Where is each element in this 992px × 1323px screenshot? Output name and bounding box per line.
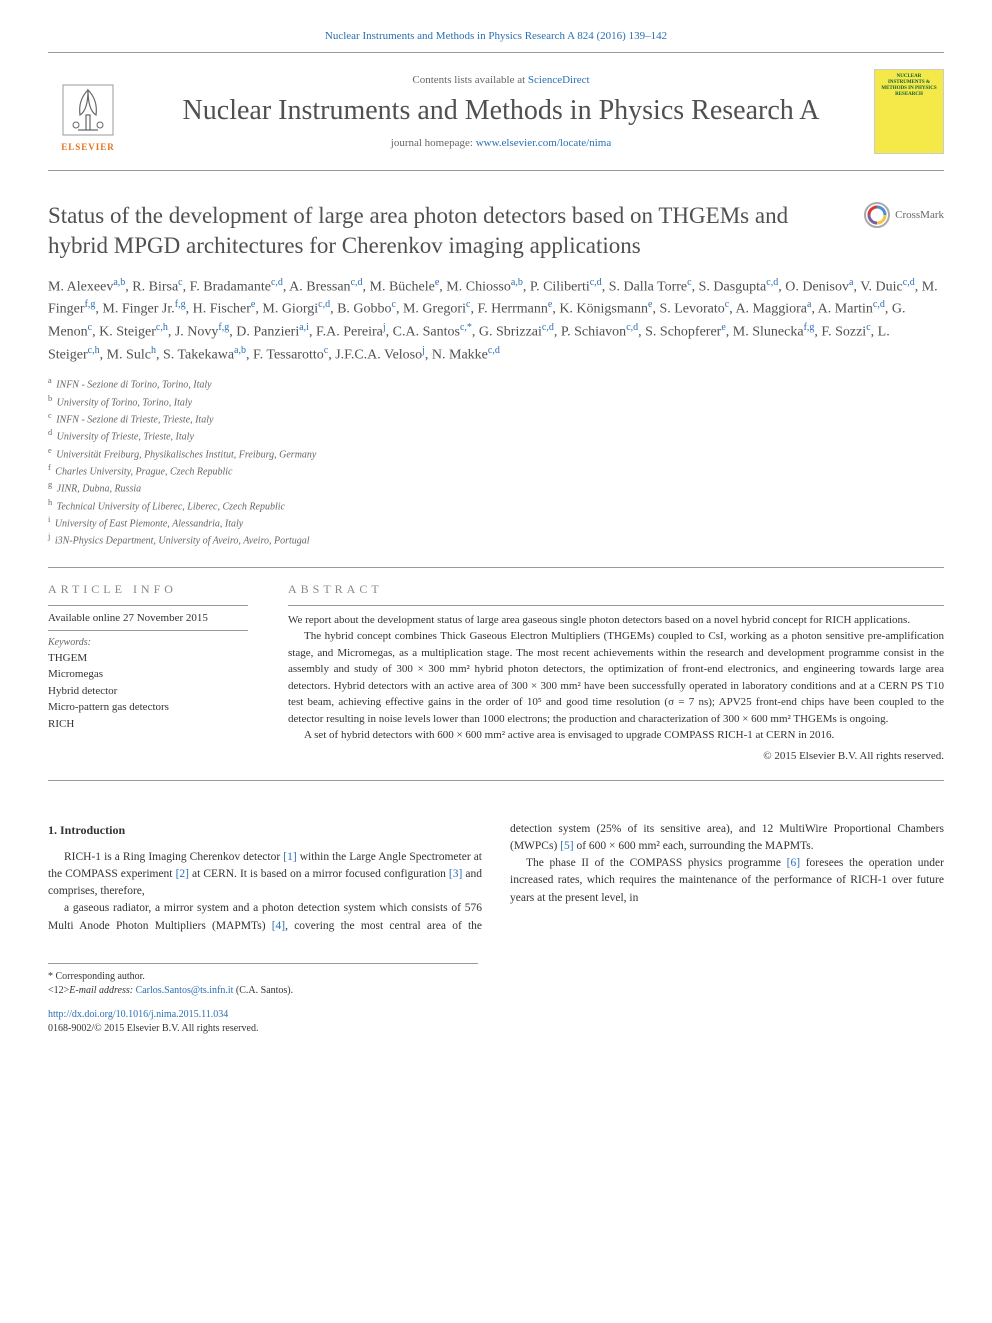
affiliation-item: d University of Trieste, Trieste, Italy	[48, 427, 944, 444]
abstract-paragraph: A set of hybrid detectors with 600 × 600…	[288, 727, 944, 744]
affiliation-item: h Technical University of Liberec, Liber…	[48, 497, 944, 514]
journal-cover-thumb: NUCLEAR INSTRUMENTS & METHODS IN PHYSICS…	[874, 69, 944, 154]
affiliation-item: c INFN - Sezione di Trieste, Trieste, It…	[48, 410, 944, 427]
abstract-text: We report about the development status o…	[288, 612, 944, 744]
citation-link[interactable]: [5]	[560, 840, 573, 852]
citation-link[interactable]: [1]	[283, 851, 296, 863]
keyword-item: Micro-pattern gas detectors	[48, 699, 248, 716]
info-rule-1	[48, 605, 248, 606]
crossmark-badge[interactable]: CrossMark	[863, 201, 944, 229]
corr-email-line: <12>E-mail address: Carlos.Santos@ts.inf…	[48, 984, 478, 998]
abstract-rule	[288, 605, 944, 606]
keyword-item: RICH	[48, 716, 248, 733]
abstract-copyright: © 2015 Elsevier B.V. All rights reserved…	[288, 750, 944, 762]
keyword-item: Micromegas	[48, 666, 248, 683]
header-journal-link[interactable]: Nuclear Instruments and Methods in Physi…	[325, 30, 667, 42]
affiliation-item: j i3N-Physics Department, University of …	[48, 531, 944, 548]
doi-footer: http://dx.doi.org/10.1016/j.nima.2015.11…	[48, 1008, 944, 1036]
corresponding-author-footer: * Corresponding author. <12>E-mail addre…	[48, 963, 478, 998]
doi-link[interactable]: http://dx.doi.org/10.1016/j.nima.2015.11…	[48, 1009, 228, 1020]
affiliation-item: f Charles University, Prague, Czech Repu…	[48, 462, 944, 479]
masthead-rule-top	[48, 52, 944, 53]
journal-name: Nuclear Instruments and Methods in Physi…	[148, 94, 854, 128]
header-journal-ref: Nuclear Instruments and Methods in Physi…	[48, 30, 944, 42]
masthead-rule-bottom	[48, 170, 944, 171]
intro-paragraph-1: RICH-1 is a Ring Imaging Cherenkov detec…	[48, 849, 482, 901]
affiliation-item: b University of Torino, Torino, Italy	[48, 393, 944, 410]
abstract-paragraph: The hybrid concept combines Thick Gaseou…	[288, 628, 944, 727]
affiliations-list: a INFN - Sezione di Torino, Torino, Ital…	[48, 375, 944, 548]
abstract-paragraph: We report about the development status o…	[288, 612, 944, 629]
keywords-list: THGEMMicromegasHybrid detectorMicro-patt…	[48, 650, 248, 733]
masthead: ELSEVIER Contents lists available at Sci…	[48, 61, 944, 162]
corr-author-label: * Corresponding author.	[48, 970, 478, 984]
affiliation-item: a INFN - Sezione di Torino, Torino, Ital…	[48, 375, 944, 392]
elsevier-tree-icon	[58, 80, 118, 140]
section-1-heading: 1. Introduction	[48, 821, 482, 839]
issn-copyright-line: 0168-9002/© 2015 Elsevier B.V. All right…	[48, 1022, 944, 1036]
abstract-heading: ABSTRACT	[288, 582, 944, 597]
available-online-line: Available online 27 November 2015	[48, 612, 248, 624]
keyword-item: THGEM	[48, 650, 248, 667]
authors-list: M. Alexeeva,b, R. Birsac, F. Bradamantec…	[48, 275, 944, 366]
affiliation-item: g JINR, Dubna, Russia	[48, 479, 944, 496]
crossmark-icon	[863, 201, 891, 229]
body-two-column: 1. Introduction RICH-1 is a Ring Imaging…	[48, 821, 944, 935]
citation-link[interactable]: [4]	[272, 920, 285, 932]
info-rule-2	[48, 630, 248, 631]
masthead-center: Contents lists available at ScienceDirec…	[128, 74, 874, 150]
affiliation-item: e Universität Freiburg, Physikalisches I…	[48, 445, 944, 462]
elsevier-wordmark: ELSEVIER	[61, 142, 115, 152]
corr-email-link[interactable]: Carlos.Santos@ts.infn.it	[136, 985, 234, 996]
homepage-link[interactable]: www.elsevier.com/locate/nima	[476, 137, 612, 149]
intro-paragraph-3: The phase II of the COMPASS physics prog…	[510, 855, 944, 907]
contents-available-line: Contents lists available at ScienceDirec…	[148, 74, 854, 86]
info-abstract-row: ARTICLE INFO Available online 27 Novembe…	[48, 582, 944, 762]
sciencedirect-link[interactable]: ScienceDirect	[528, 74, 590, 86]
crossmark-label: CrossMark	[895, 209, 944, 221]
paper-title: Status of the development of large area …	[48, 201, 843, 261]
article-info-column: ARTICLE INFO Available online 27 Novembe…	[48, 582, 248, 762]
abstract-rule-bottom	[48, 780, 944, 781]
affiliation-item: i University of East Piemonte, Alessandr…	[48, 514, 944, 531]
homepage-line: journal homepage: www.elsevier.com/locat…	[148, 137, 854, 149]
citation-link[interactable]: [3]	[449, 868, 462, 880]
citation-link[interactable]: [2]	[176, 868, 189, 880]
article-info-heading: ARTICLE INFO	[48, 582, 248, 597]
publisher-logo: ELSEVIER	[48, 72, 128, 152]
keywords-label: Keywords:	[48, 637, 248, 648]
keyword-item: Hybrid detector	[48, 683, 248, 700]
abstract-rule-top	[48, 567, 944, 568]
citation-link[interactable]: [6]	[787, 857, 800, 869]
abstract-column: ABSTRACT We report about the development…	[288, 582, 944, 762]
